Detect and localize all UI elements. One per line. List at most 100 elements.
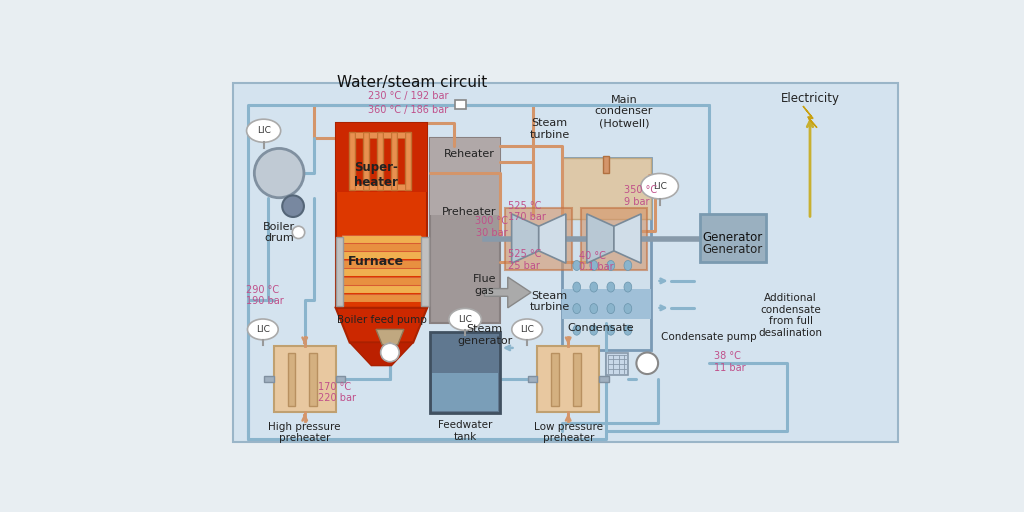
Bar <box>349 132 355 190</box>
Circle shape <box>254 148 304 198</box>
Bar <box>404 132 411 190</box>
Text: Condensate: Condensate <box>567 323 634 333</box>
Bar <box>455 100 466 109</box>
Polygon shape <box>484 277 531 308</box>
Ellipse shape <box>248 319 279 340</box>
Text: 40 °C
0.1 bar: 40 °C 0.1 bar <box>579 251 613 272</box>
Text: 230 °C / 192 bar: 230 °C / 192 bar <box>369 92 449 101</box>
Polygon shape <box>336 308 427 343</box>
Text: LIC: LIC <box>458 315 472 324</box>
Bar <box>606 353 628 375</box>
Ellipse shape <box>624 261 632 270</box>
Bar <box>581 208 647 270</box>
Text: LIC: LIC <box>520 325 535 334</box>
Ellipse shape <box>512 319 543 340</box>
Bar <box>383 184 391 190</box>
Text: Super-
heater: Super- heater <box>354 161 398 189</box>
Text: Water/steam circuit: Water/steam circuit <box>337 75 487 90</box>
Ellipse shape <box>590 325 598 335</box>
Bar <box>369 132 377 138</box>
Bar <box>432 373 499 411</box>
Bar <box>528 376 538 382</box>
Text: LIC: LIC <box>257 126 270 135</box>
Text: Main
condenser
(Hotwell): Main condenser (Hotwell) <box>595 95 653 128</box>
Bar <box>599 376 608 382</box>
Ellipse shape <box>607 261 614 270</box>
Ellipse shape <box>607 304 614 314</box>
Ellipse shape <box>572 304 581 314</box>
Bar <box>362 132 369 190</box>
Bar <box>562 158 651 219</box>
Bar <box>421 237 429 306</box>
Bar <box>430 138 500 216</box>
Bar <box>397 184 404 190</box>
Text: 350 °C
9 bar: 350 °C 9 bar <box>624 185 657 207</box>
Text: Condensate pump: Condensate pump <box>662 332 757 342</box>
Bar <box>336 123 427 308</box>
Text: LIC: LIC <box>652 182 667 190</box>
Bar <box>430 332 500 413</box>
Ellipse shape <box>247 119 281 142</box>
Circle shape <box>636 352 658 374</box>
Ellipse shape <box>572 325 581 335</box>
Polygon shape <box>376 329 403 345</box>
Bar <box>273 346 336 412</box>
Text: LIC: LIC <box>256 325 269 334</box>
Text: High pressure
preheater: High pressure preheater <box>268 422 341 443</box>
Text: Preheater: Preheater <box>441 206 497 217</box>
Text: Boiler feed pump: Boiler feed pump <box>337 315 427 325</box>
Bar <box>562 289 651 319</box>
Ellipse shape <box>572 261 581 270</box>
Text: Generator: Generator <box>702 231 763 244</box>
Bar <box>551 352 559 406</box>
Text: 38 °C
11 bar: 38 °C 11 bar <box>714 351 745 373</box>
Bar <box>603 156 609 173</box>
Text: Low pressure
preheater: Low pressure preheater <box>534 422 603 443</box>
Polygon shape <box>614 214 641 263</box>
Circle shape <box>283 196 304 217</box>
Polygon shape <box>587 214 614 263</box>
Text: Steam
turbine: Steam turbine <box>529 118 569 140</box>
Bar <box>506 208 572 270</box>
Bar <box>391 132 397 190</box>
Bar <box>336 123 427 193</box>
Text: Boiler
drum: Boiler drum <box>263 222 295 243</box>
Circle shape <box>292 226 305 239</box>
Text: Additional
condensate
from full
desalination: Additional condensate from full desalina… <box>759 293 822 338</box>
Ellipse shape <box>624 282 632 292</box>
Bar <box>572 352 581 406</box>
Bar <box>355 184 362 190</box>
Bar <box>369 184 377 190</box>
Ellipse shape <box>449 308 481 330</box>
Bar <box>355 132 362 138</box>
Polygon shape <box>803 106 817 127</box>
Bar <box>430 138 500 323</box>
Ellipse shape <box>590 261 598 270</box>
Text: 170 °C
220 bar: 170 °C 220 bar <box>317 382 356 403</box>
Text: Reheater: Reheater <box>443 149 495 159</box>
Ellipse shape <box>624 304 632 314</box>
Bar <box>288 352 295 406</box>
Text: 525 °C
170 bar: 525 °C 170 bar <box>508 201 546 222</box>
Ellipse shape <box>572 282 581 292</box>
Bar <box>397 132 404 138</box>
Text: 360 °C / 186 bar: 360 °C / 186 bar <box>369 105 449 115</box>
Text: Flue
gas: Flue gas <box>473 274 497 295</box>
Text: Steam
generator: Steam generator <box>457 324 512 346</box>
Ellipse shape <box>607 325 614 335</box>
Ellipse shape <box>590 282 598 292</box>
Bar <box>336 376 345 382</box>
Text: Generator: Generator <box>702 243 763 256</box>
Bar <box>336 237 343 306</box>
Circle shape <box>381 343 399 362</box>
Ellipse shape <box>590 304 598 314</box>
Bar <box>538 346 599 412</box>
Text: 300 °C
30 bar: 300 °C 30 bar <box>475 216 508 238</box>
Bar <box>309 352 317 406</box>
Bar <box>562 158 651 350</box>
Text: 290 °C
190 bar: 290 °C 190 bar <box>246 285 284 306</box>
Ellipse shape <box>624 325 632 335</box>
Text: 525 °C
25 bar: 525 °C 25 bar <box>508 249 541 271</box>
Bar <box>383 132 391 138</box>
Bar <box>700 214 766 262</box>
